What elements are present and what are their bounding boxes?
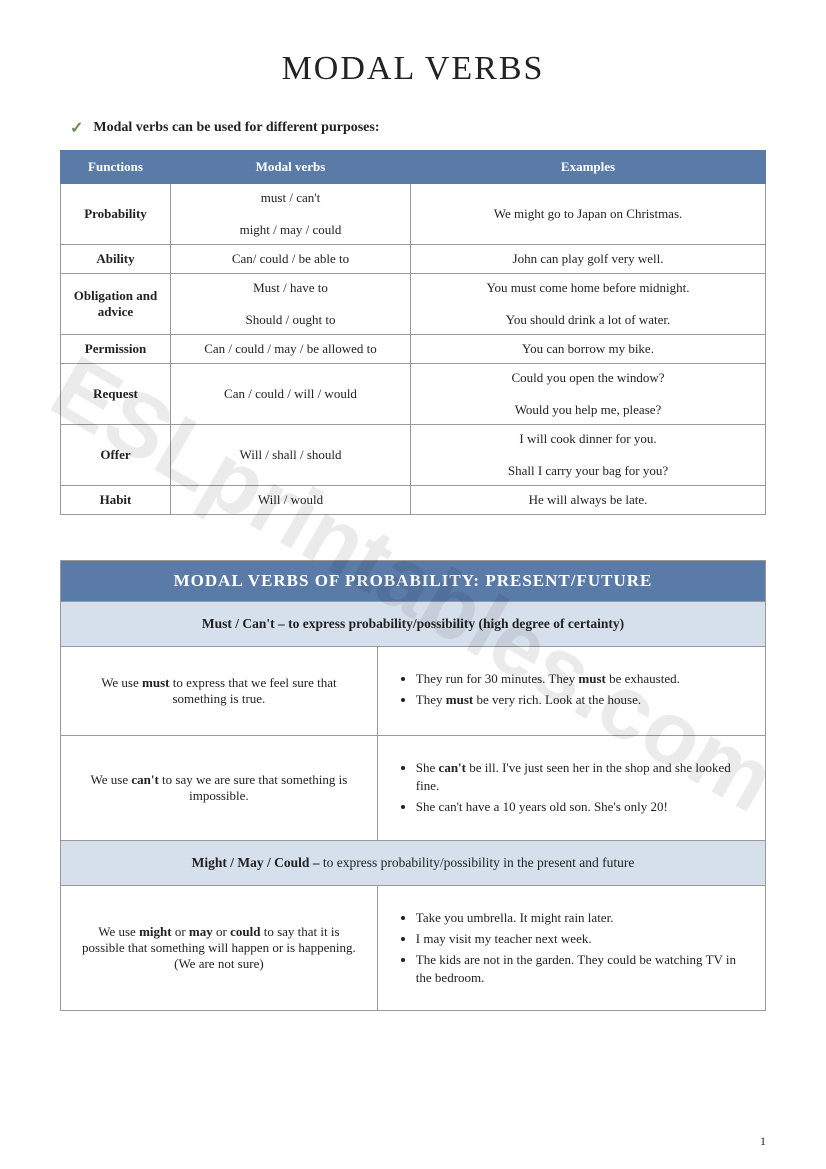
table-cell-modal-verbs: Can / could / will / would <box>171 364 411 425</box>
th-modal-verbs: Modal verbs <box>171 151 411 184</box>
sub-header-might-may-could: Might / May / Could – to express probabi… <box>61 840 765 885</box>
cant-examples: She can't be ill. I've just seen her in … <box>378 736 765 840</box>
table-cell-modal-verbs: must / can'tmight / may / could <box>171 184 411 245</box>
table-cell-function: Probability <box>61 184 171 245</box>
list-item: She can't have a 10 years old son. She's… <box>416 798 747 816</box>
table-cell-example: John can play golf very well. <box>411 245 766 274</box>
list-item: They must be very rich. Look at the hous… <box>416 691 747 709</box>
table-cell-modal-verbs: Must / have toShould / ought to <box>171 274 411 335</box>
table-cell-example: We might go to Japan on Christmas. <box>411 184 766 245</box>
list-item: The kids are not in the garden. They cou… <box>416 951 747 987</box>
table-cell-example: He will always be late. <box>411 486 766 515</box>
table-cell-example: I will cook dinner for you.Shall I carry… <box>411 425 766 486</box>
table-cell-modal-verbs: Can / could / may / be allowed to <box>171 335 411 364</box>
table-cell-modal-verbs: Will / would <box>171 486 411 515</box>
mmc-explanation: We use might or may or could to say that… <box>61 886 378 1011</box>
list-item: She can't be ill. I've just seen her in … <box>416 759 747 795</box>
table-cell-example: You must come home before midnight.You s… <box>411 274 766 335</box>
section-header: MODAL VERBS OF PROBABILITY: PRESENT/FUTU… <box>61 561 765 601</box>
table-cell-example: You can borrow my bike. <box>411 335 766 364</box>
th-examples: Examples <box>411 151 766 184</box>
page-number: 1 <box>760 1134 766 1149</box>
intro-line: ✓ Modal verbs can be used for different … <box>70 118 766 138</box>
table-cell-modal-verbs: Will / shall / should <box>171 425 411 486</box>
must-examples: They run for 30 minutes. They must be ex… <box>378 647 765 735</box>
table-cell-function: Ability <box>61 245 171 274</box>
page-title: MODAL VERBS <box>60 50 766 88</box>
sub-header-must-cant: Must / Can't – to express probability/po… <box>61 601 765 646</box>
cant-explanation: We use can't to say we are sure that som… <box>61 736 378 840</box>
table-cell-function: Offer <box>61 425 171 486</box>
th-functions: Functions <box>61 151 171 184</box>
functions-table: Functions Modal verbs Examples Probabili… <box>60 150 766 515</box>
table-cell-modal-verbs: Can/ could / be able to <box>171 245 411 274</box>
check-icon: ✓ <box>70 118 83 138</box>
list-item: They run for 30 minutes. They must be ex… <box>416 670 747 688</box>
list-item: Take you umbrella. It might rain later. <box>416 909 747 927</box>
table-cell-function: Permission <box>61 335 171 364</box>
row-might-may-could: We use might or may or could to say that… <box>61 885 765 1011</box>
mmc-examples: Take you umbrella. It might rain later. I… <box>378 886 765 1011</box>
table-cell-function: Obligation and advice <box>61 274 171 335</box>
must-explanation: We use must to express that we feel sure… <box>61 647 378 735</box>
row-must: We use must to express that we feel sure… <box>61 646 765 735</box>
list-item: I may visit my teacher next week. <box>416 930 747 948</box>
row-cant: We use can't to say we are sure that som… <box>61 735 765 840</box>
table-cell-example: Could you open the window?Would you help… <box>411 364 766 425</box>
intro-text: Modal verbs can be used for different pu… <box>93 120 379 136</box>
table-cell-function: Request <box>61 364 171 425</box>
table-cell-function: Habit <box>61 486 171 515</box>
probability-section: MODAL VERBS OF PROBABILITY: PRESENT/FUTU… <box>60 560 766 1011</box>
